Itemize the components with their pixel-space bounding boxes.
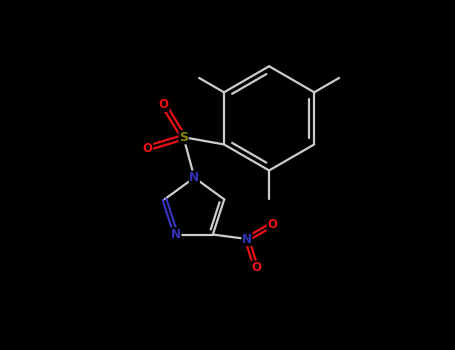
Text: O: O <box>267 218 277 231</box>
Text: N: N <box>189 171 199 184</box>
Text: O: O <box>159 98 169 111</box>
Text: O: O <box>142 141 152 154</box>
Text: O: O <box>251 261 261 274</box>
Text: S: S <box>179 131 188 144</box>
Text: N: N <box>171 228 181 241</box>
Text: N: N <box>242 232 252 245</box>
